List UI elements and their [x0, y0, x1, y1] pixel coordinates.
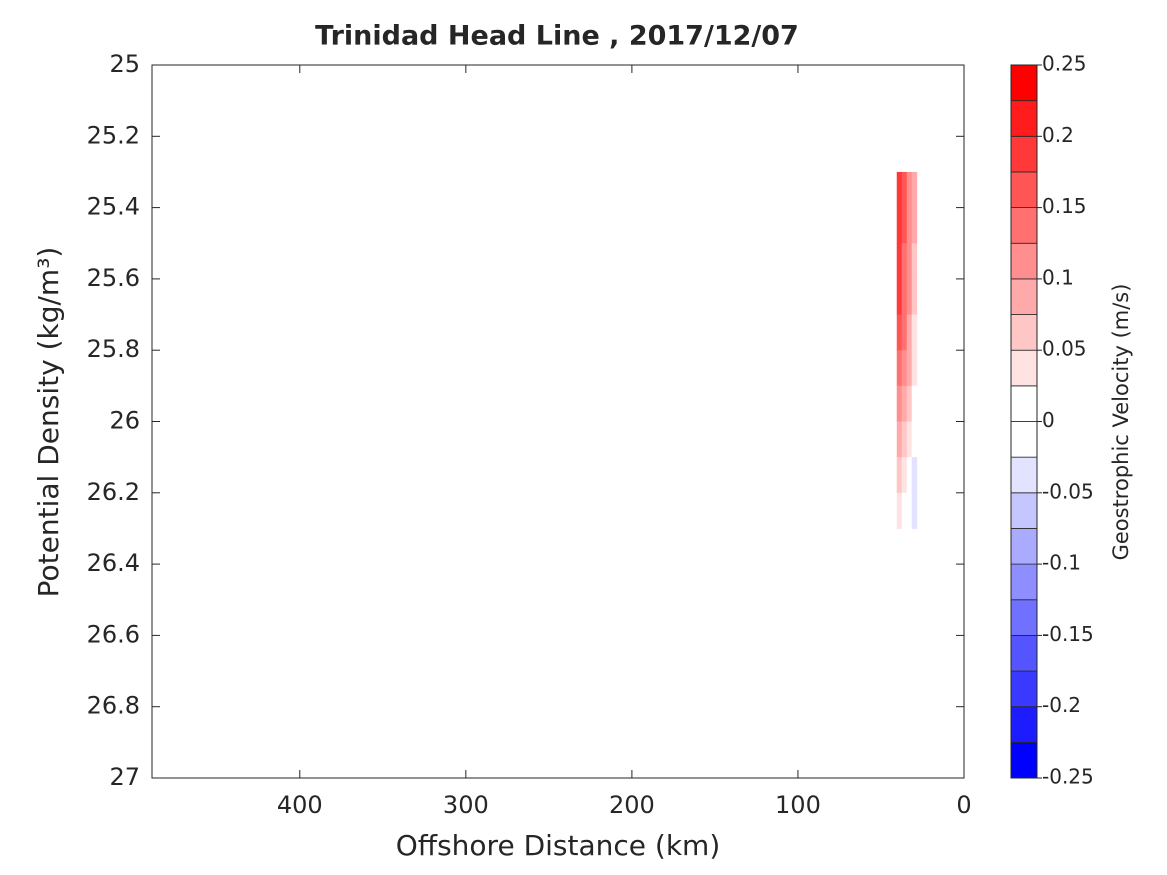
- colorbar-tick-label: 0.05: [1042, 337, 1087, 361]
- y-tick-label: 26.6: [87, 620, 140, 648]
- contour-cell: [911, 350, 918, 387]
- colorbar-tick-label: 0.2: [1042, 123, 1074, 147]
- x-tick-label: 0: [956, 791, 971, 819]
- y-tick-label: 25.4: [87, 193, 140, 221]
- colorbar-label: Geostrophic Velocity (m/s): [1109, 284, 1133, 561]
- contour-cell: [896, 207, 903, 244]
- contour-cell: [901, 171, 908, 209]
- y-tick-label: 26.2: [87, 478, 140, 506]
- colorbar-tick-label: -0.05: [1042, 479, 1094, 503]
- colorbar-band: [1010, 421, 1038, 458]
- colorbar-band: [1010, 599, 1038, 636]
- contour-cell: [911, 421, 918, 458]
- contour-cell: [911, 385, 918, 422]
- x-axis-label: Offshore Distance (km): [396, 829, 721, 862]
- contour-cell: [911, 243, 918, 280]
- colorbar-tick-label: 0: [1042, 408, 1055, 432]
- colorbar-band: [1010, 242, 1038, 280]
- contour-cell: [911, 207, 918, 244]
- contour-cell: [901, 492, 908, 529]
- colorbar-band: [1010, 171, 1038, 208]
- y-tick-label: 25: [109, 50, 140, 78]
- y-tick-label: 26.8: [87, 692, 140, 720]
- y-tick-label: 26: [109, 407, 140, 435]
- contour-cell: [901, 314, 908, 351]
- y-tick-label: 26.4: [87, 549, 140, 577]
- colorbar-band: [1010, 670, 1038, 708]
- y-tick-label: 27: [109, 763, 140, 791]
- colorbar-band: [1010, 706, 1038, 743]
- plot-frame: [151, 64, 965, 779]
- contour-cell: [906, 207, 913, 244]
- colorbar-tick-label: 0.1: [1042, 265, 1074, 289]
- chart-title: Trinidad Head Line , 2017/12/07: [315, 21, 799, 52]
- contour-cell: [906, 385, 913, 422]
- contour-cell: [911, 171, 918, 209]
- colorbar-band: [1010, 64, 1038, 102]
- contour-cell: [906, 314, 913, 351]
- contour-cell: [896, 278, 903, 316]
- contour-cell: [896, 243, 903, 280]
- y-tick-label: 25.2: [87, 121, 140, 149]
- colorbar-band: [1010, 385, 1038, 422]
- x-tick-label: 400: [277, 791, 323, 819]
- contour-cell: [901, 278, 908, 316]
- colorbar-band: [1010, 349, 1038, 387]
- contour-cell: [901, 421, 908, 458]
- colorbar-band: [1010, 135, 1038, 173]
- colorbar-band: [1010, 492, 1038, 529]
- contour-cell: [896, 385, 903, 422]
- contour-cell: [896, 492, 903, 529]
- colorbar-tick-label: 0.15: [1042, 194, 1087, 218]
- contour-cell: [911, 457, 918, 494]
- contour-cell: [901, 385, 908, 422]
- x-tick-label: 300: [443, 791, 489, 819]
- x-tick-label: 100: [775, 791, 821, 819]
- contour-cell: [911, 492, 918, 529]
- contour-cell: [906, 278, 913, 316]
- contour-cell: [896, 171, 903, 209]
- y-axis-label: Potential Density (kg/m³): [32, 247, 65, 598]
- colorbar-band: [1010, 100, 1038, 137]
- colorbar-tick-label: 0.25: [1042, 52, 1087, 76]
- contour-cell: [896, 421, 903, 458]
- colorbar-band: [1010, 563, 1038, 601]
- contour-cell: [901, 243, 908, 280]
- colorbar-band: [1010, 278, 1038, 315]
- x-tick-label: 200: [609, 791, 655, 819]
- contour-cell: [896, 457, 903, 494]
- contour-cell: [906, 243, 913, 280]
- colorbar-band: [1010, 528, 1038, 565]
- contour-cell: [901, 207, 908, 244]
- contour-cell: [906, 421, 913, 458]
- colorbar-band: [1010, 314, 1038, 351]
- colorbar-band: [1010, 635, 1038, 672]
- contour-cell: [896, 350, 903, 387]
- contour-cell: [896, 314, 903, 351]
- y-tick-label: 25.8: [87, 335, 140, 363]
- contour-cell: [901, 457, 908, 494]
- colorbar-tick-label: -0.1: [1042, 551, 1081, 575]
- contour-cell: [901, 350, 908, 387]
- contour-cell: [906, 457, 913, 494]
- colorbar-tick-label: -0.25: [1042, 765, 1094, 789]
- contour-cell: [906, 492, 913, 529]
- y-tick-label: 25.6: [87, 264, 140, 292]
- colorbar-tick-label: -0.15: [1042, 622, 1094, 646]
- contour-cell: [911, 314, 918, 351]
- colorbar-band: [1010, 207, 1038, 244]
- contour-cell: [911, 278, 918, 316]
- colorbar-band: [1010, 456, 1038, 494]
- contour-cell: [906, 350, 913, 387]
- colorbar-tick-label: -0.2: [1042, 693, 1081, 717]
- colorbar-band: [1010, 741, 1038, 779]
- contour-cell: [906, 171, 913, 209]
